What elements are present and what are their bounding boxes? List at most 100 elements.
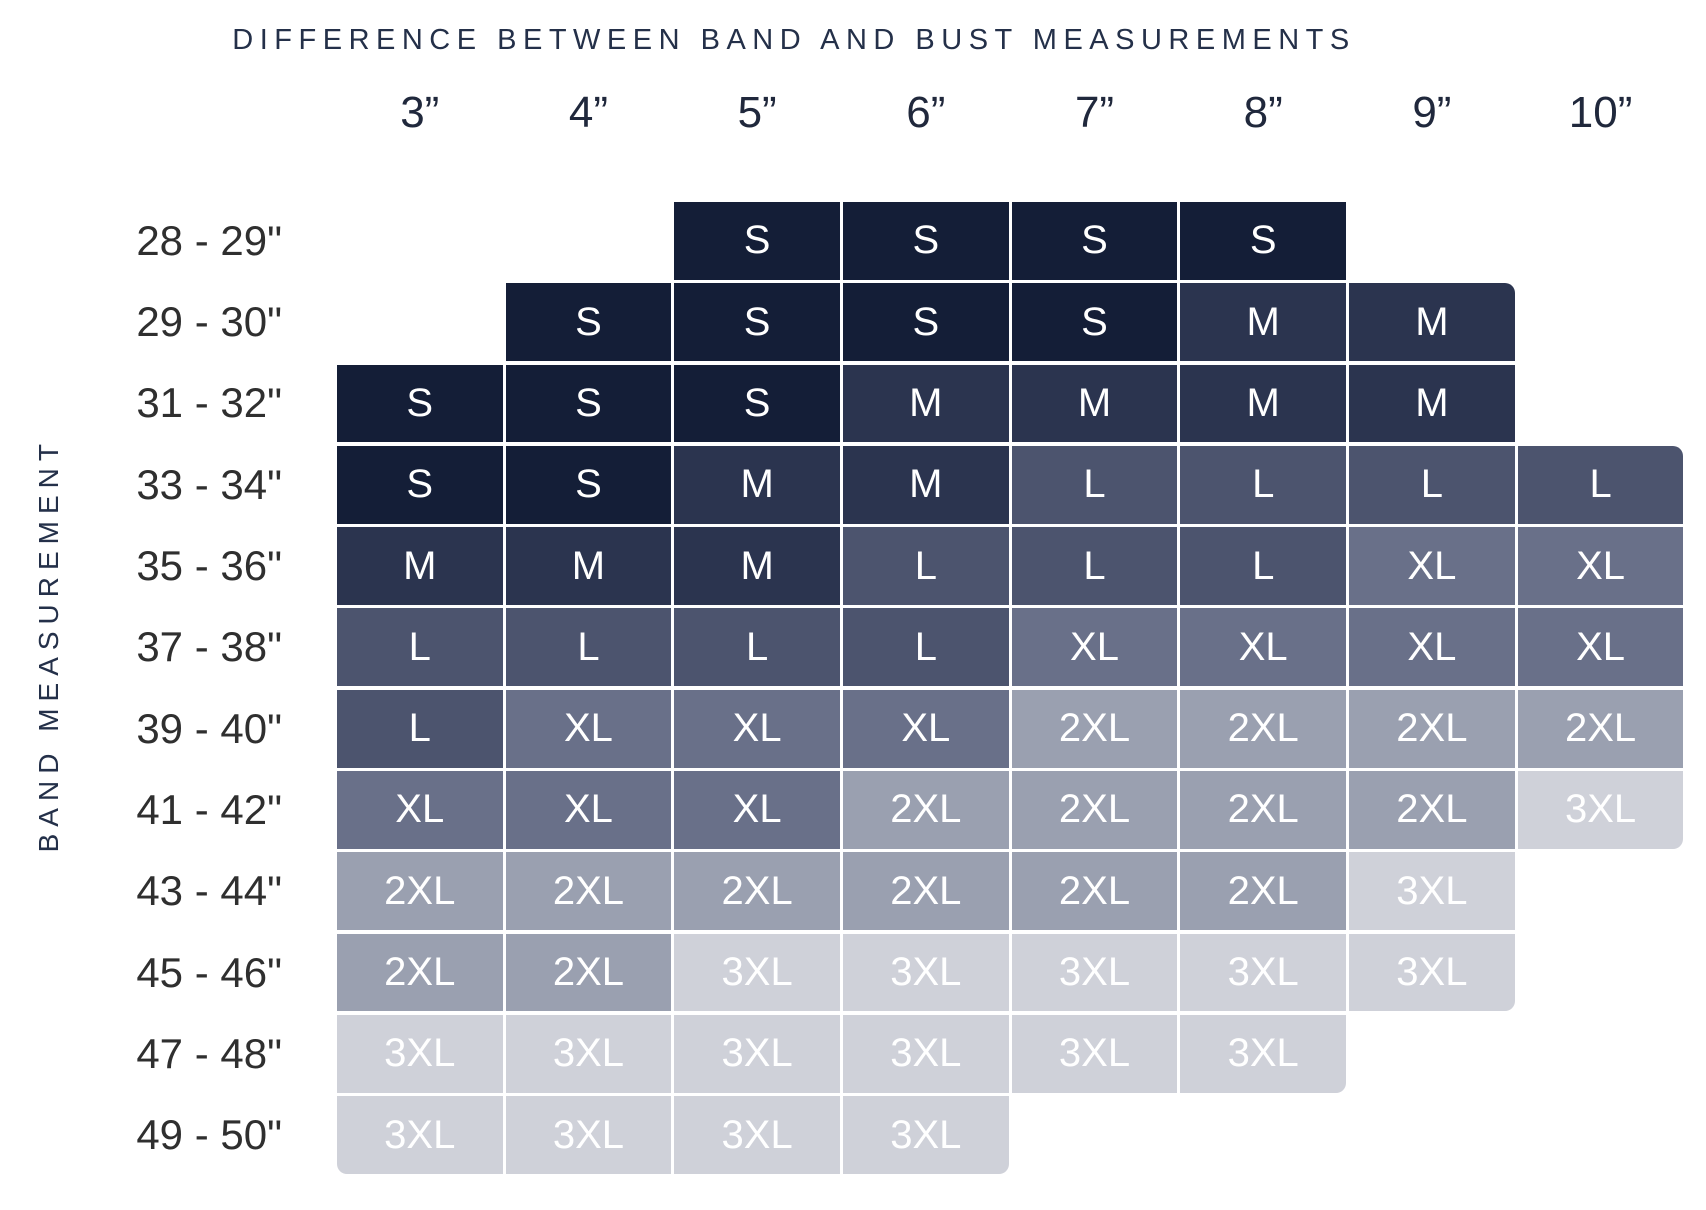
- row-label: 41 - 42": [136, 785, 282, 833]
- size-cell: XL: [674, 689, 840, 768]
- empty-cell: [1180, 1096, 1346, 1174]
- size-cell: M: [1349, 283, 1515, 362]
- size-cell: XL: [1349, 527, 1515, 605]
- size-cell: M: [1180, 364, 1346, 443]
- empty-cell: [1349, 1015, 1515, 1093]
- row-label: 45 - 46": [136, 948, 282, 996]
- size-cell: 2XL: [1011, 689, 1178, 768]
- size-cell: M: [505, 527, 672, 605]
- size-cell: 3XL: [1180, 933, 1346, 1012]
- chart-title: DIFFERENCE BETWEEN BAND AND BUST MEASURE…: [232, 24, 1356, 56]
- column-header: 5”: [737, 88, 777, 137]
- empty-cell: [1349, 1096, 1515, 1174]
- size-cell: L: [337, 689, 503, 768]
- size-cell: 2XL: [843, 771, 1009, 849]
- column-header: 7”: [1074, 88, 1115, 137]
- size-cell: S: [505, 364, 672, 443]
- row-label: 28 - 29": [136, 216, 282, 264]
- size-cell: M: [1349, 364, 1515, 443]
- size-cell: 2XL: [1517, 689, 1684, 768]
- size-chart-grid: S S S S S S S S M M S S S M M M M S S M M L L L L M M M L L L XL XL L L L L X…: [337, 202, 1684, 1175]
- size-cell: 3XL: [843, 1096, 1009, 1175]
- size-cell: 2XL: [843, 852, 1009, 931]
- empty-cell: [1518, 283, 1684, 361]
- size-cell: 3XL: [337, 1096, 503, 1175]
- size-cell: 2XL: [1180, 852, 1346, 931]
- size-cell: XL: [1517, 608, 1684, 687]
- size-cell: L: [843, 527, 1009, 605]
- empty-cell: [506, 202, 672, 280]
- empty-cell: [1518, 1015, 1684, 1093]
- size-cell: 2XL: [1011, 771, 1178, 849]
- size-cell: S: [674, 283, 840, 362]
- size-cell: S: [337, 445, 503, 524]
- size-cell: 2XL: [1180, 689, 1346, 768]
- size-cell: 2XL: [505, 933, 672, 1012]
- size-cell: L: [1180, 445, 1346, 524]
- size-cell: L: [1011, 527, 1178, 605]
- size-cell: L: [505, 608, 672, 687]
- size-cell: M: [337, 527, 503, 605]
- row-labels: 28 - 29" 29 - 30" 31 - 32" 33 - 34" 35 - 36"…: [0, 202, 282, 1174]
- size-cell: M: [843, 364, 1009, 443]
- size-cell: L: [1180, 527, 1346, 605]
- size-cell: 3XL: [674, 1014, 840, 1093]
- size-cell: S: [1011, 283, 1178, 362]
- size-cell: M: [1180, 283, 1346, 362]
- size-cell: XL: [1011, 608, 1178, 687]
- size-cell: 3XL: [505, 1014, 672, 1093]
- size-cell: S: [843, 283, 1009, 362]
- size-cell: L: [674, 608, 840, 687]
- size-cell: M: [843, 445, 1009, 524]
- size-cell: 2XL: [1180, 771, 1346, 849]
- size-cell: S: [674, 364, 840, 443]
- size-cell: 3XL: [843, 933, 1009, 1012]
- size-cell: 2XL: [1349, 689, 1515, 768]
- size-cell: 2XL: [1349, 771, 1515, 849]
- column-header: 4”: [568, 88, 608, 137]
- size-cell: L: [1011, 445, 1178, 524]
- row-label: 33 - 34": [136, 460, 282, 508]
- size-cell: S: [1011, 202, 1178, 280]
- size-cell: 3XL: [674, 933, 840, 1012]
- size-cell: M: [1011, 364, 1178, 443]
- size-cell: 3XL: [1517, 771, 1684, 849]
- row-label: 49 - 50": [136, 1111, 282, 1159]
- size-cell: XL: [505, 771, 672, 849]
- size-cell: M: [674, 445, 840, 524]
- column-headers: 3” 4” 5” 6” 7” 8” 9” 10”: [337, 86, 1683, 140]
- empty-cell: [1518, 202, 1684, 280]
- row-label: 29 - 30": [136, 298, 282, 346]
- size-cell: 3XL: [1349, 852, 1515, 931]
- size-cell: XL: [505, 689, 672, 768]
- column-header: 6”: [906, 88, 946, 137]
- row-label: 39 - 40": [136, 704, 282, 752]
- row-label: 37 - 38": [136, 623, 282, 671]
- size-cell: L: [843, 608, 1009, 687]
- size-cell: S: [1180, 202, 1346, 280]
- column-header: 10”: [1568, 88, 1633, 137]
- column-header: 9”: [1412, 88, 1452, 137]
- size-cell: S: [505, 445, 672, 524]
- empty-cell: [1518, 852, 1684, 930]
- size-cell: L: [1517, 445, 1684, 524]
- empty-cell: [1518, 1096, 1684, 1174]
- size-cell: M: [674, 527, 840, 605]
- row-label: 43 - 44": [136, 867, 282, 915]
- size-cell: 2XL: [337, 852, 503, 931]
- column-header: 3”: [400, 88, 440, 137]
- column-header: 8”: [1243, 88, 1283, 137]
- size-cell: 2XL: [337, 933, 503, 1012]
- size-cell: 3XL: [843, 1014, 1009, 1093]
- size-cell: 3XL: [1180, 1014, 1346, 1093]
- size-cell: XL: [843, 689, 1009, 768]
- size-cell: 3XL: [1349, 933, 1515, 1012]
- size-cell: L: [1349, 445, 1515, 524]
- empty-cell: [337, 202, 503, 280]
- empty-cell: [1518, 365, 1684, 443]
- size-cell: 2XL: [674, 852, 840, 931]
- size-cell: 3XL: [505, 1096, 672, 1175]
- size-cell: XL: [674, 771, 840, 849]
- size-cell: XL: [1349, 608, 1515, 687]
- size-cell: 3XL: [337, 1014, 503, 1093]
